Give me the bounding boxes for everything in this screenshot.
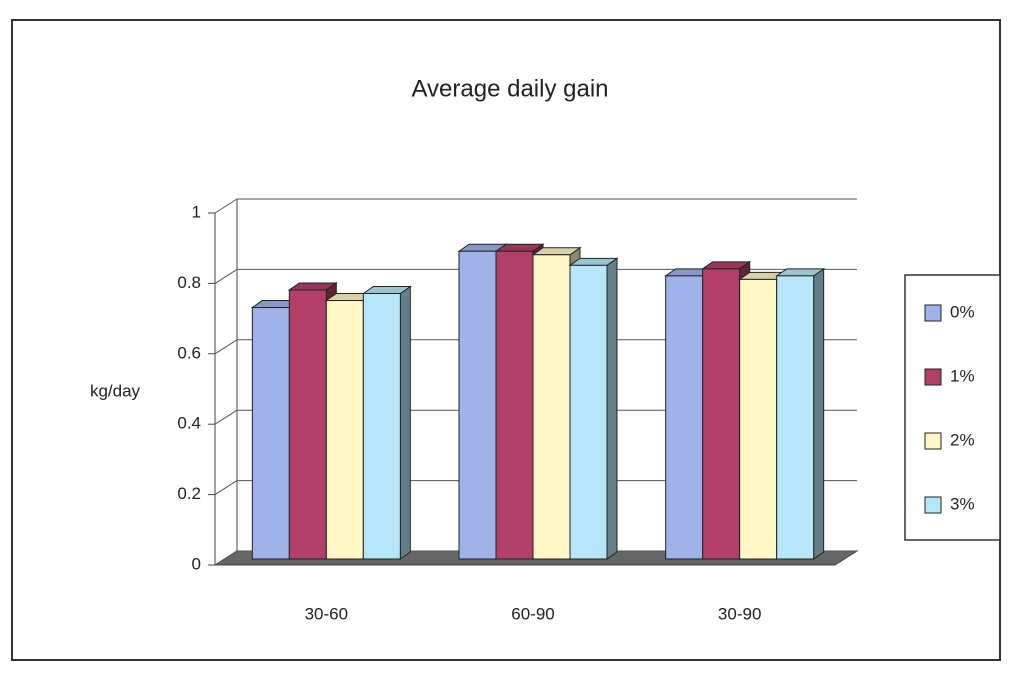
y-tick-label: 0.8 [177, 273, 201, 292]
bar [325, 300, 364, 560]
grid-depth [214, 198, 238, 214]
legend-swatch [924, 496, 942, 514]
x-tick-label: 30-60 [305, 604, 348, 623]
grid-depth [214, 409, 238, 425]
bar [362, 292, 401, 560]
y-tick-label: 1 [192, 202, 201, 221]
chart-title: Average daily gain [411, 75, 608, 102]
bar-side [606, 257, 618, 560]
bar [288, 289, 327, 560]
legend-box [904, 274, 1001, 541]
bar [532, 254, 571, 560]
bar [739, 278, 778, 560]
bar [702, 268, 741, 560]
grid-depth [214, 550, 238, 566]
grid-depth [214, 480, 238, 496]
legend-label: 0% [950, 302, 975, 321]
y-tick-label: 0.2 [177, 484, 201, 503]
legend-swatch [924, 304, 942, 322]
legend-label: 2% [950, 430, 975, 449]
y-tick-label: 0 [192, 554, 201, 573]
bar [495, 250, 534, 560]
legend-label: 3% [950, 494, 975, 513]
legend-swatch [924, 368, 942, 386]
bar-side [813, 267, 825, 560]
bar [251, 307, 290, 560]
grid-depth [214, 339, 238, 355]
bar-side [399, 285, 411, 560]
legend-label: 1% [950, 366, 975, 385]
x-tick-label: 30-90 [718, 604, 761, 623]
y-tick-label: 0.4 [177, 414, 201, 433]
bar [665, 275, 704, 560]
bar [458, 250, 497, 560]
legend-swatch [924, 432, 942, 450]
y-axis-label: kg/day [90, 381, 141, 400]
bar [776, 275, 815, 560]
y-tick-label: 0.6 [177, 343, 201, 362]
grid-depth [214, 268, 238, 284]
x-tick-label: 60-90 [511, 604, 554, 623]
bar [569, 264, 608, 560]
